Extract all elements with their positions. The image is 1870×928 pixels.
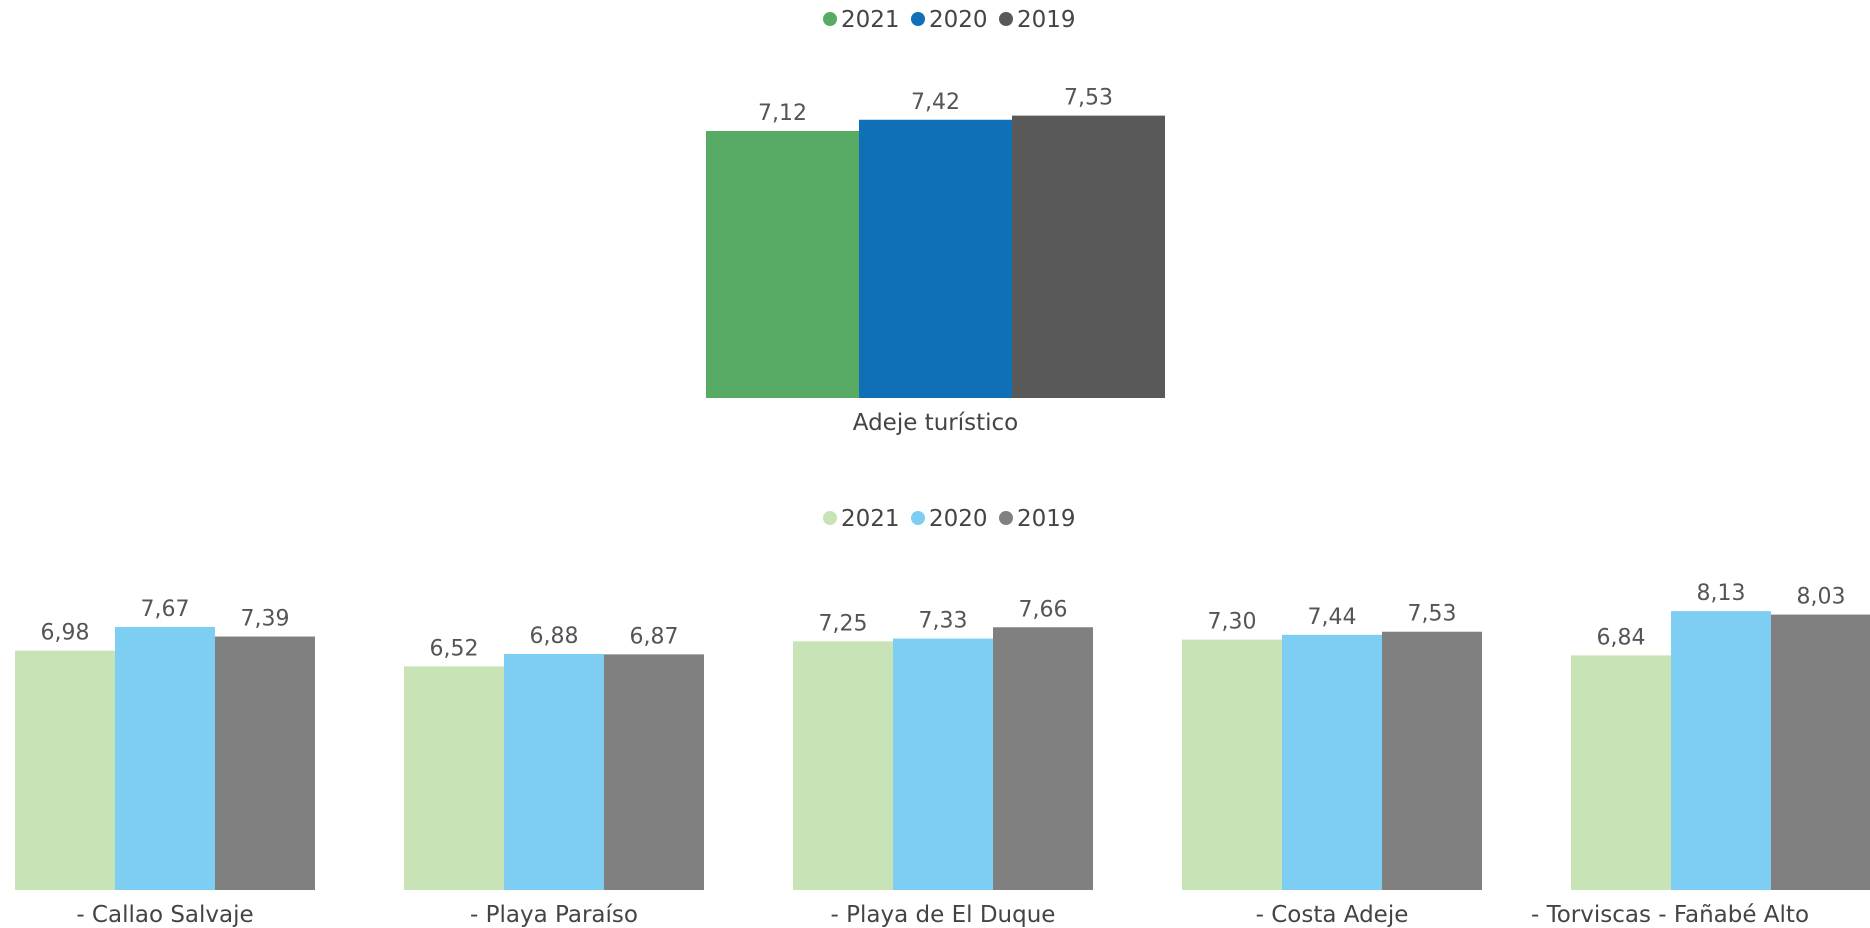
bottom-bar-2020[interactable] (504, 654, 604, 890)
bottom-bar-2020[interactable] (1671, 611, 1771, 890)
top-value-label-2020: 7,42 (911, 90, 960, 115)
bottom-legend-label-2021: 2021 (841, 506, 900, 532)
top-legend-item-2021[interactable]: 2021 (823, 7, 900, 33)
bottom-chart: 2021 2020 2019 6,98 7,67 7,39 6,52 6,88 6,87 7,2… (15, 506, 1870, 928)
top-legend: 2021 2020 2019 (823, 7, 1076, 33)
bottom-value-label-2021: 6,98 (41, 621, 90, 646)
bottom-bar-2019[interactable] (1382, 631, 1482, 890)
top-value-labels: 7,12 7,42 7,53 (758, 86, 1113, 126)
bottom-bar-2021[interactable] (793, 641, 893, 890)
bottom-value-label-2019: 7,53 (1408, 602, 1457, 627)
bottom-legend-label-2019: 2019 (1017, 506, 1076, 532)
top-legend-marker-2019 (999, 12, 1013, 26)
bottom-bar-2021[interactable] (404, 666, 504, 890)
bottom-value-label-2021: 7,30 (1208, 610, 1257, 635)
top-legend-label-2019: 2019 (1017, 7, 1076, 33)
bottom-value-label-2020: 7,67 (141, 597, 190, 622)
bottom-value-label-2021: 6,84 (1597, 625, 1646, 650)
bottom-value-label-2020: 7,44 (1308, 605, 1357, 630)
top-value-label-2019: 7,53 (1064, 86, 1113, 111)
top-legend-label-2020: 2020 (929, 7, 988, 33)
bottom-bar-2020[interactable] (1282, 634, 1382, 890)
top-legend-marker-2020 (911, 12, 925, 26)
bottom-bar-2020[interactable] (893, 638, 993, 890)
bottom-category-label: - Torviscas - Fañabé Alto (1531, 902, 1809, 928)
bottom-value-label-2020: 8,13 (1697, 581, 1746, 606)
bottom-category-label: - Playa Paraíso (470, 902, 638, 928)
top-legend-item-2020[interactable]: 2020 (911, 7, 988, 33)
bottom-legend-item-2019[interactable]: 2019 (999, 506, 1076, 532)
bottom-category-label: - Costa Adeje (1256, 902, 1409, 928)
bottom-value-label-2019: 8,03 (1797, 585, 1846, 610)
bottom-value-label-2021: 7,25 (819, 611, 868, 636)
bottom-bar-2019[interactable] (1771, 614, 1870, 890)
bottom-value-label-2020: 6,88 (530, 624, 579, 649)
bottom-bar-2021[interactable] (15, 650, 115, 890)
bottom-bar-2021[interactable] (1571, 655, 1671, 890)
top-category-labels: Adeje turístico (853, 410, 1018, 436)
bottom-bar-2019[interactable] (604, 654, 704, 890)
top-chart: 2021 2020 2019 7,12 7,42 7,53 Adeje turístic… (706, 7, 1165, 436)
top-legend-marker-2021 (823, 12, 837, 26)
bottom-bar-2021[interactable] (1182, 639, 1282, 890)
bottom-value-label-2019: 6,87 (630, 624, 679, 649)
top-bar-2019[interactable] (1012, 115, 1165, 398)
bottom-value-label-2019: 7,39 (241, 607, 290, 632)
top-bar-2021[interactable] (706, 131, 859, 398)
bottom-bar-2019[interactable] (993, 627, 1093, 890)
top-category-label: Adeje turístico (853, 410, 1018, 436)
bottom-bar-2019[interactable] (215, 636, 315, 890)
bottom-legend-marker-2021 (823, 511, 837, 525)
bottom-legend-label-2020: 2020 (929, 506, 988, 532)
bottom-bars (15, 611, 1870, 890)
bottom-legend-item-2021[interactable]: 2021 (823, 506, 900, 532)
bottom-legend-marker-2020 (911, 511, 925, 525)
top-legend-label-2021: 2021 (841, 7, 900, 33)
bottom-value-labels: 6,98 7,67 7,39 6,52 6,88 6,87 7,25 7,33 7,66 7,30… (41, 581, 1846, 661)
top-legend-item-2019[interactable]: 2019 (999, 7, 1076, 33)
bottom-category-label: - Playa de El Duque (831, 902, 1056, 928)
top-value-label-2021: 7,12 (758, 101, 807, 126)
bottom-legend-item-2020[interactable]: 2020 (911, 506, 988, 532)
top-bars (706, 115, 1165, 398)
bottom-legend-marker-2019 (999, 511, 1013, 525)
bottom-category-labels: - Callao Salvaje - Playa Paraíso - Playa d… (76, 902, 1809, 928)
bottom-value-label-2020: 7,33 (919, 609, 968, 634)
bottom-value-label-2019: 7,66 (1019, 597, 1068, 622)
bottom-legend: 2021 2020 2019 (823, 506, 1076, 532)
bottom-category-label: - Callao Salvaje (76, 902, 253, 928)
top-bar-2020[interactable] (859, 119, 1012, 398)
bottom-value-label-2021: 6,52 (430, 636, 479, 661)
bottom-bar-2020[interactable] (115, 626, 215, 890)
